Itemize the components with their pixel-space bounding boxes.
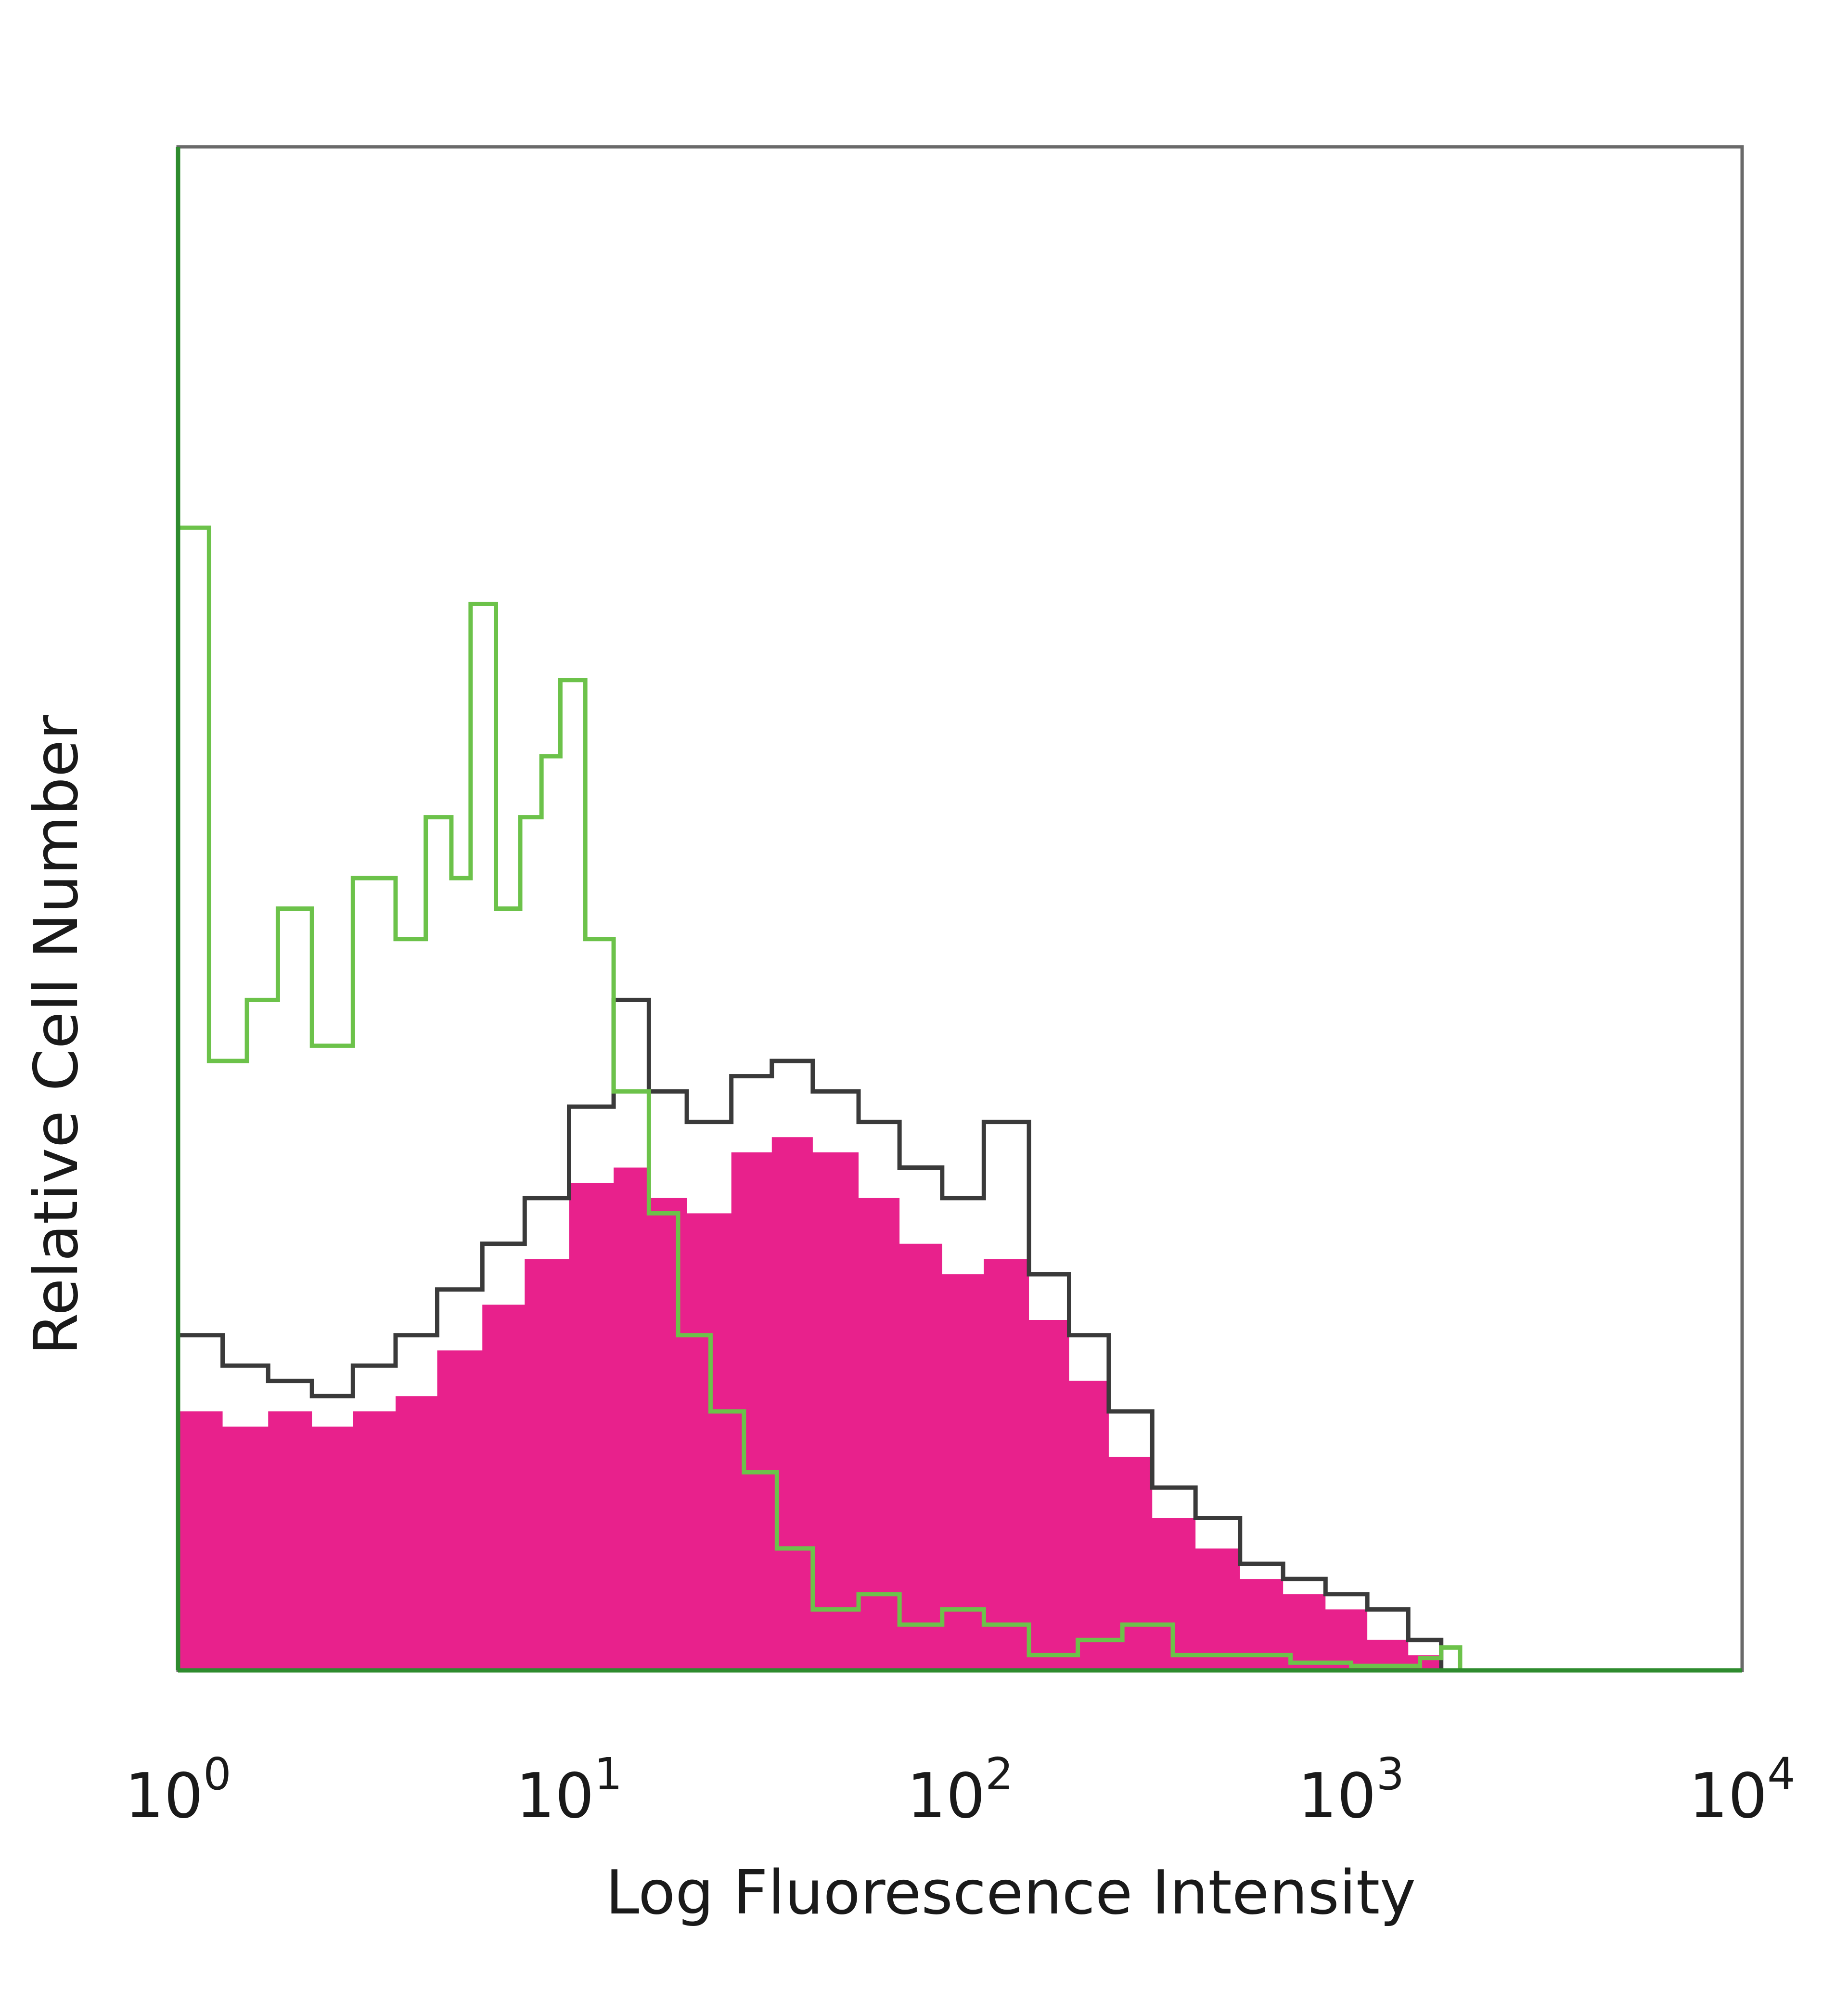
series-1-histogram [178, 1137, 1441, 1670]
x-tick-label: 104 [1689, 1748, 1795, 1832]
x-axis-label: Log Fluorescence Intensity [605, 1857, 1416, 1928]
x-tick-label: 103 [1298, 1748, 1404, 1832]
x-tick-label: 102 [907, 1748, 1013, 1832]
series-2-histogram [178, 997, 1444, 1670]
y-axis-label: Relative Cell Number [21, 715, 91, 1355]
x-tick-labels: 100 101 102 103 104 [125, 1748, 1795, 1832]
series-3-histogram [178, 525, 1463, 1670]
x-tick-label: 101 [516, 1748, 622, 1832]
x-tick-label: 100 [125, 1748, 231, 1832]
series-layer [178, 525, 1463, 1670]
